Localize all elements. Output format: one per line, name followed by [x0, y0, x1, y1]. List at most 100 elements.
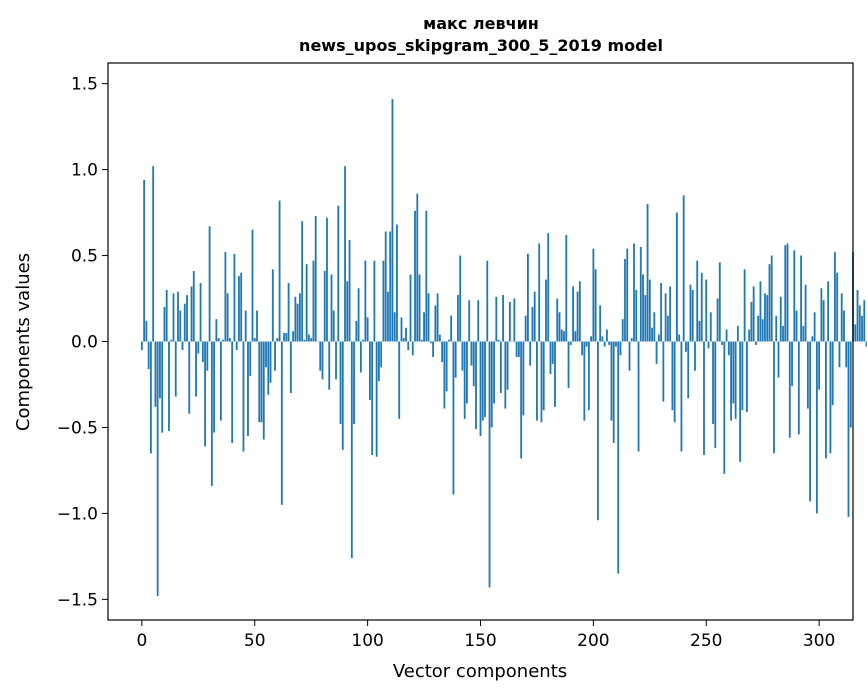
x-tick-label: 100 [351, 631, 383, 651]
bar-component-134 [443, 342, 445, 409]
bar-component-119 [410, 274, 412, 341]
bar-component-42 [236, 342, 238, 351]
bar-component-302 [823, 300, 825, 341]
bar-component-61 [279, 201, 281, 342]
x-tick-label: 250 [690, 631, 722, 651]
bar-component-253 [712, 342, 714, 425]
bar-component-200 [592, 249, 594, 342]
bar-component-188 [565, 235, 567, 342]
bar-component-249 [703, 342, 705, 455]
bar-component-147 [473, 342, 475, 387]
bar-component-237 [676, 213, 678, 342]
bar-component-173 [532, 307, 534, 341]
bar-component-286 [787, 244, 789, 342]
bar-component-176 [538, 244, 540, 342]
bar-component-80 [322, 342, 324, 380]
bar-component-178 [543, 342, 545, 411]
y-tick-label: 0.5 [71, 247, 98, 267]
bar-component-292 [800, 256, 802, 342]
bar-component-154 [489, 342, 491, 588]
bar-component-26 [200, 283, 202, 341]
bar-component-187 [563, 331, 565, 341]
bar-component-153 [486, 261, 488, 342]
bar-component-132 [439, 335, 441, 342]
bar-component-264 [737, 326, 739, 341]
bar-component-142 [462, 342, 464, 371]
bar-component-313 [848, 342, 850, 517]
bar-component-257 [721, 342, 723, 345]
bar-component-135 [446, 342, 448, 392]
bar-component-238 [678, 335, 680, 342]
bar-component-303 [825, 342, 827, 459]
bar-component-233 [667, 316, 669, 342]
bar-component-55 [265, 342, 267, 368]
bar-component-126 [425, 211, 427, 342]
bar-component-266 [741, 342, 743, 411]
bar-component-245 [694, 342, 696, 371]
bar-component-88 [340, 342, 342, 425]
bar-component-143 [464, 342, 466, 419]
bar-component-213 [622, 319, 624, 341]
bar-component-198 [588, 342, 590, 411]
bar-component-114 [398, 342, 400, 419]
bar-component-236 [674, 342, 676, 423]
bar-component-152 [484, 342, 486, 418]
bar-component-281 [775, 316, 777, 342]
bar-component-137 [450, 316, 452, 342]
bar-component-259 [726, 329, 728, 341]
bar-component-155 [491, 342, 493, 428]
bar-component-296 [809, 342, 811, 502]
bar-component-156 [493, 342, 495, 404]
bar-component-74 [308, 335, 310, 342]
bar-component-223 [644, 295, 646, 341]
bar-component-86 [335, 342, 337, 380]
bar-component-307 [834, 252, 836, 341]
bar-component-284 [782, 326, 784, 341]
bar-component-67 [292, 331, 294, 341]
bar-component-82 [326, 218, 328, 342]
bar-component-48 [249, 342, 251, 376]
bar-component-186 [561, 329, 563, 341]
bar-component-23 [193, 271, 195, 341]
bar-component-2 [145, 321, 147, 342]
bar-component-202 [597, 342, 599, 521]
bar-component-45 [243, 342, 245, 452]
bar-component-100 [367, 317, 369, 341]
bar-component-273 [757, 316, 759, 342]
bar-component-125 [423, 312, 425, 341]
bar-component-261 [730, 342, 732, 421]
bar-component-149 [477, 300, 479, 341]
x-tick-label: 0 [136, 631, 147, 651]
bar-component-234 [669, 286, 671, 341]
bar-component-144 [466, 342, 468, 404]
bar-component-161 [504, 342, 506, 409]
bar-component-38 [227, 293, 229, 341]
bar-component-41 [234, 254, 236, 342]
bar-component-110 [389, 231, 391, 341]
bar-component-31 [211, 342, 213, 486]
bar-component-201 [595, 269, 597, 341]
bar-component-6 [155, 342, 157, 407]
bar-component-243 [690, 285, 692, 342]
bar-component-141 [459, 256, 461, 342]
bar-component-40 [231, 342, 233, 443]
bar-component-242 [687, 342, 689, 399]
bar-component-127 [428, 293, 430, 341]
bar-component-124 [421, 340, 423, 342]
bar-component-268 [746, 342, 748, 412]
bar-component-272 [755, 342, 757, 345]
bar-component-136 [448, 340, 450, 342]
bar-component-27 [202, 342, 204, 363]
bar-component-133 [441, 342, 443, 363]
y-tick-label: −1.5 [57, 590, 98, 610]
bar-component-217 [631, 338, 633, 341]
bar-component-283 [780, 297, 782, 342]
bar-component-96 [358, 288, 360, 341]
bar-component-97 [360, 342, 362, 373]
bar-component-260 [728, 342, 730, 356]
bar-component-44 [240, 273, 242, 342]
bar-component-105 [378, 342, 380, 382]
bar-component-204 [602, 336, 604, 341]
bar-component-297 [811, 336, 813, 341]
